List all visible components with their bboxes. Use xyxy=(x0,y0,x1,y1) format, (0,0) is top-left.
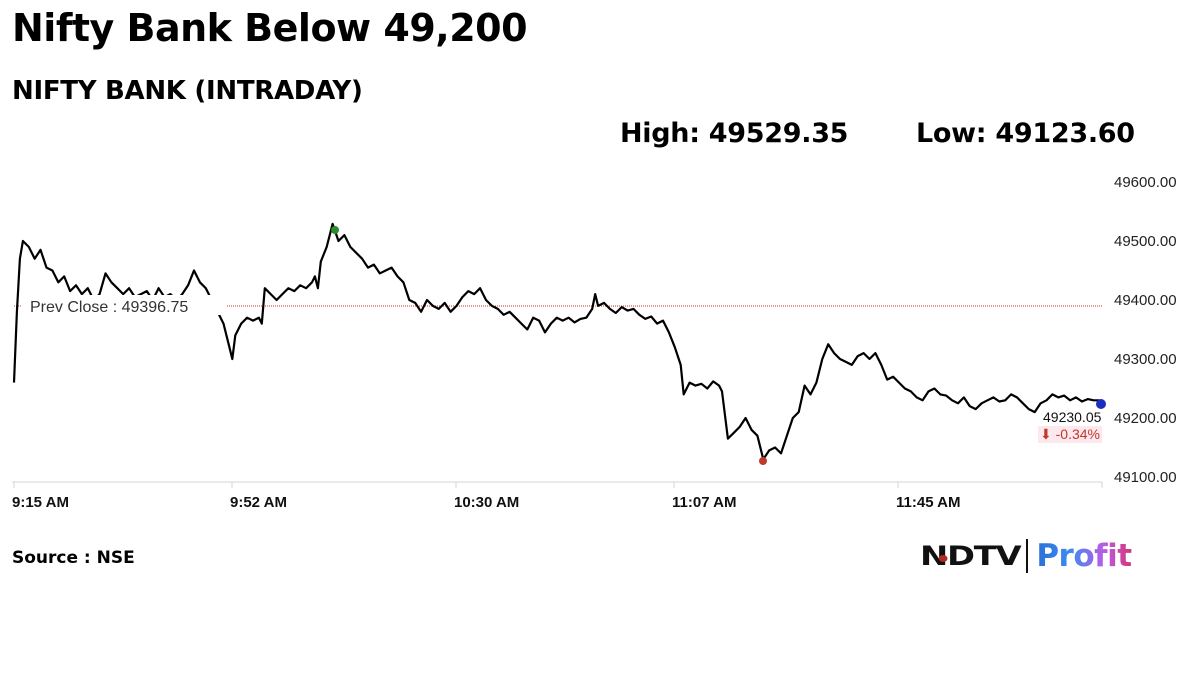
low-value: Low: 49123.60 xyxy=(916,118,1135,149)
high-value: High: 49529.35 xyxy=(620,118,849,149)
y-tick-label: 49200.00 xyxy=(1114,410,1177,427)
y-tick-label: 49400.00 xyxy=(1114,292,1177,309)
source-note: Source : NSE xyxy=(12,548,135,568)
x-tick-label: 9:15 AM xyxy=(12,494,69,511)
x-tick-label: 11:07 AM xyxy=(672,494,736,511)
ndtv-profit-logo: NDTV Profit xyxy=(920,536,1132,576)
x-tick-label: 11:45 AM xyxy=(896,494,960,511)
prev-close-label-bg xyxy=(24,295,224,315)
y-tick-label: 49600.00 xyxy=(1114,174,1177,191)
y-tick-label: 49500.00 xyxy=(1114,233,1177,250)
prev-close-label: Prev Close : 49396.75 xyxy=(30,299,188,316)
y-tick-label: 49100.00 xyxy=(1114,469,1177,486)
last-price-marker-icon xyxy=(1096,399,1106,409)
change-badge-bg xyxy=(1038,426,1102,443)
logo-divider xyxy=(1026,539,1029,573)
logo-ndtv: NDTV xyxy=(920,540,1022,572)
page-headline: Nifty Bank Below 49,200 xyxy=(12,6,528,50)
logo-profit: Profit xyxy=(1036,538,1132,574)
price-line xyxy=(12,222,1100,461)
y-tick-label: 49300.00 xyxy=(1114,351,1177,368)
last-price-label: 49230.05 xyxy=(1043,409,1102,425)
x-tick-label: 9:52 AM xyxy=(230,494,287,511)
low-marker-icon xyxy=(759,457,767,465)
logo-dot-icon xyxy=(938,554,948,562)
x-tick-label: 10:30 AM xyxy=(454,494,519,511)
high-marker-icon xyxy=(331,226,339,234)
change-percent-label: ⬇ -0.34% xyxy=(1040,426,1100,442)
chart-title: NIFTY BANK (INTRADAY) xyxy=(12,76,363,106)
